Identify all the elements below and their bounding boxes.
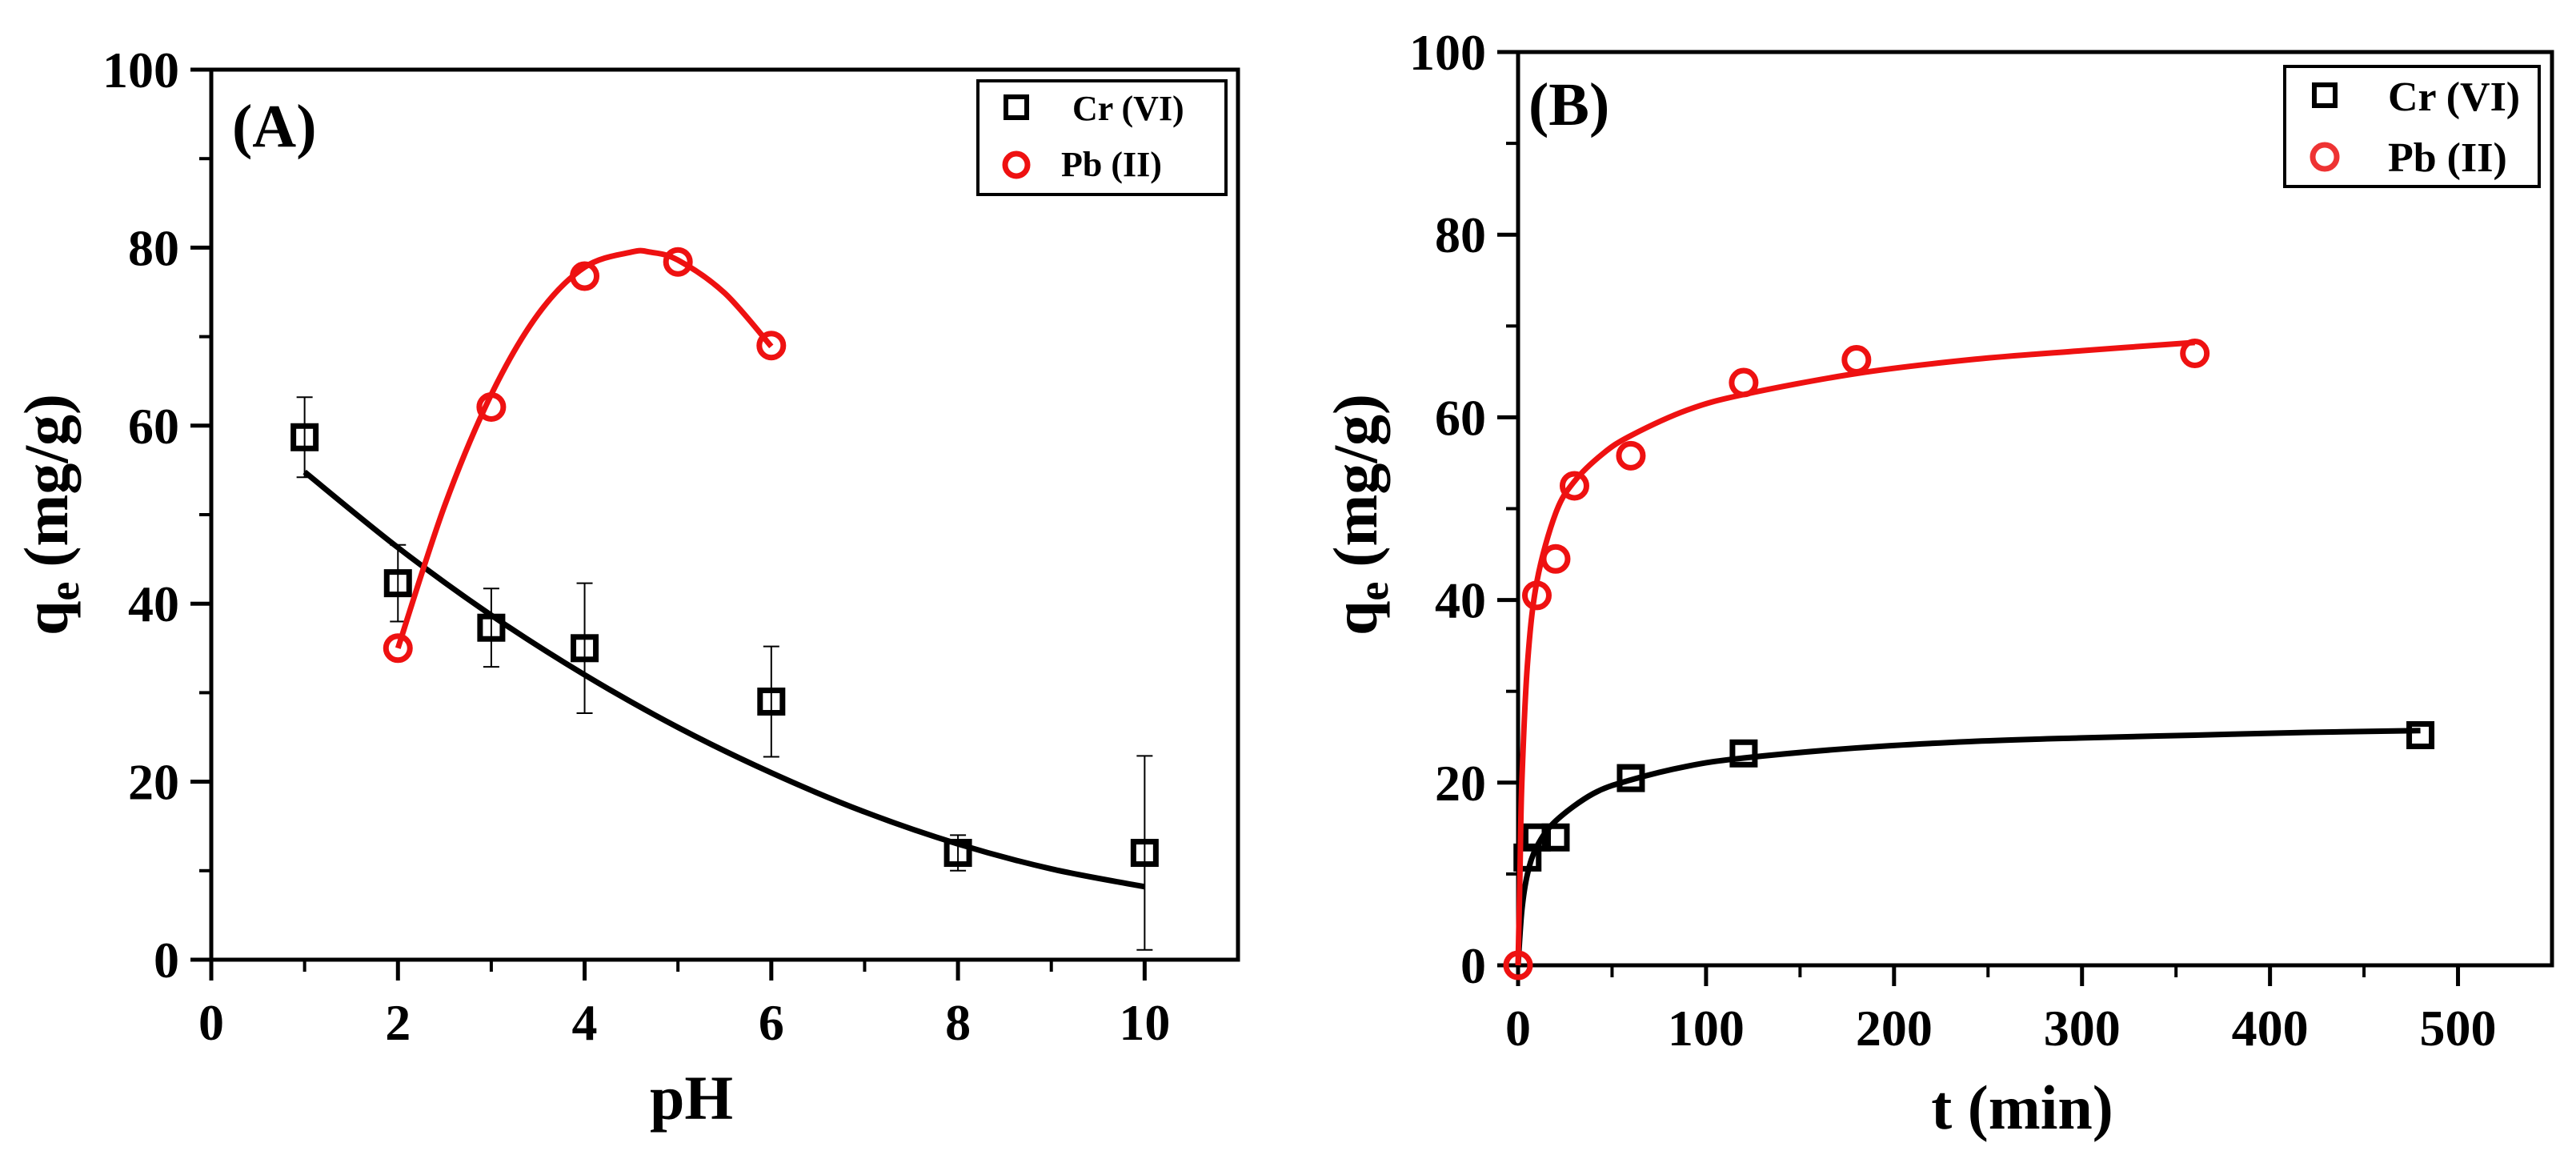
panel-a-xtick-label: 6 — [759, 994, 784, 1051]
panel-a-cr-fit-curve — [302, 469, 1146, 890]
panel-b-data — [1503, 339, 2435, 981]
panel-b-xtick-label: 100 — [1668, 1000, 1745, 1057]
panel-a-pb-fit-curve — [395, 247, 774, 649]
panel-b-legend-cr-marker — [2312, 82, 2338, 108]
panel-b-cr-point — [1617, 764, 1645, 792]
panel-b-pb-point — [1559, 471, 1589, 501]
panel-a-xtick-label: 10 — [1119, 994, 1170, 1051]
panel-a-ytick-label: 0 — [154, 932, 179, 989]
panel-b-ytick-label: 20 — [1435, 755, 1486, 812]
panel-b-ylabel-main: q — [1320, 601, 1390, 636]
panel-a-legend-cr-marker — [1004, 94, 1029, 120]
panel-b-label: (B) — [1528, 71, 1609, 138]
panel-b-ylabel-unit: (mg/g) — [1320, 394, 1390, 567]
panel-b-pb-point — [1503, 950, 1533, 981]
panel-a-legend-cr-label: Cr (VI) — [1072, 89, 1184, 128]
panel-b-cr-point — [2406, 720, 2435, 749]
panel-b-ytick-label: 60 — [1435, 389, 1486, 446]
panel-b-legend-pb-marker — [2310, 142, 2340, 172]
panel-a-ytick-label: 40 — [128, 575, 179, 632]
panel-b-cr-point — [1522, 823, 1551, 852]
panel-b-ytick-label: 80 — [1435, 207, 1486, 263]
panel-b-pb-fit-curve — [1515, 339, 2195, 966]
panel-a-xtick-label: 8 — [945, 994, 971, 1051]
panel-a-ytick-label: 80 — [128, 219, 179, 276]
panel-b-xtick-label: 0 — [1505, 1000, 1531, 1057]
panel-a-ytick-label: 20 — [128, 754, 179, 811]
panel-b-xtick-label: 400 — [2232, 1000, 2309, 1057]
panel-a-ytick-label: 60 — [128, 398, 179, 455]
panel-a-xtick-label: 0 — [198, 994, 224, 1051]
panel-b-ticks: 0 100 200 300 400 500 0 20 40 60 80 100 — [1409, 24, 2497, 1057]
panel-a-cr-point — [383, 569, 412, 598]
panel-b-pb-point — [1521, 580, 1552, 611]
panel-a-pb-point — [476, 391, 507, 422]
panel-b-cr-fit-curve — [1515, 728, 2421, 966]
panel-b-legend: Cr (VI) Pb (II) — [2283, 65, 2541, 188]
panel-b-xtick-label: 500 — [2420, 1000, 2497, 1057]
panel-b-cr-point — [1729, 739, 1758, 768]
panel-b-xtick-label: 300 — [2044, 1000, 2121, 1057]
panel-a-cr-point — [571, 634, 599, 663]
panel-b-xtick-label: 200 — [1856, 1000, 1933, 1057]
panel-a-ylabel-main: q — [11, 601, 81, 636]
panel-a-ylabel-unit: (mg/g) — [11, 394, 81, 567]
panel-a-pb-point — [570, 261, 600, 291]
panel-a-ytick-label: 100 — [102, 42, 179, 98]
panel-b-cr-point — [1541, 823, 1570, 852]
panel-b-pb-point — [1729, 367, 1759, 398]
panel-b-pb-point — [1540, 543, 1571, 574]
panel-b-pb-point — [1841, 345, 1872, 375]
panel-a-cr-point — [1130, 839, 1159, 868]
panel-a-pb-point — [383, 633, 413, 664]
panel-a-xtick-label: 2 — [385, 994, 411, 1051]
panel-a-ylabel: qe (mg/g) — [11, 394, 88, 636]
panel-a-xtick-label: 4 — [572, 994, 598, 1051]
panel-b-legend-cr-label: Cr (VI) — [2388, 74, 2520, 120]
panel-b-ytick-label: 100 — [1409, 24, 1486, 81]
panel-b-ylabel: qe (mg/g) — [1320, 394, 1397, 636]
panel-a-pb-point — [663, 247, 693, 277]
panel-b-pb-point — [2180, 339, 2210, 369]
panel-a-label: (A) — [232, 93, 317, 160]
panel-a-data — [290, 247, 1159, 951]
panel-b-ylabel-sub: e — [1349, 582, 1397, 601]
panel-a-cr-point — [943, 839, 972, 868]
panel-a-ylabel-sub: e — [40, 582, 88, 601]
panel-b-legend-pb-label: Pb (II) — [2388, 135, 2507, 181]
panel-a-legend-pb-marker — [1002, 150, 1031, 179]
panel-a-cr-point — [757, 688, 786, 716]
panel-a-pb-point — [756, 331, 787, 361]
panel-b: 0 100 200 300 400 500 0 20 40 60 80 100 (B) t (min)… — [1320, 24, 2554, 1142]
panel-b-pb-point — [1616, 440, 1646, 471]
panel-b-ytick-label: 0 — [1460, 937, 1486, 994]
panel-a-legend: Cr (VI) Pb (II) — [976, 79, 1228, 196]
panel-a-cr-point — [290, 423, 319, 451]
panel-a-xlabel: pH — [650, 1063, 733, 1133]
panel-b-xlabel: t (min) — [1931, 1073, 2113, 1142]
panel-a-cr-point — [477, 613, 506, 642]
panel-a-legend-pb-label: Pb (II) — [1061, 145, 1162, 184]
panel-b-ytick-label: 40 — [1435, 572, 1486, 629]
